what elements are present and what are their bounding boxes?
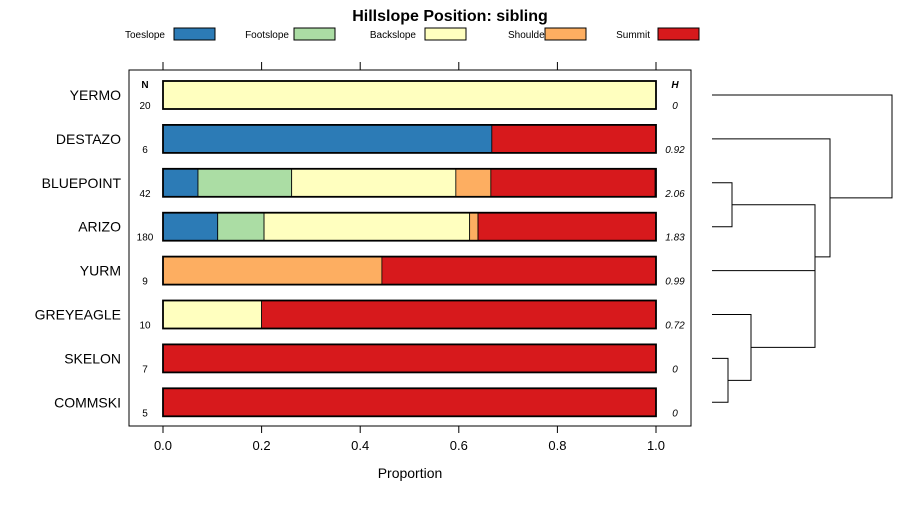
row-label: BLUEPOINT (42, 175, 122, 191)
row-label: ARIZO (78, 219, 121, 235)
bar-segment-footslope (217, 212, 265, 242)
row-greyeagle: GREYEAGLE 10 0.72 (35, 299, 685, 332)
bar-segment-shoulder (469, 212, 479, 242)
row-h-value: 0.92 (665, 145, 685, 156)
bar-segment-summit (261, 300, 657, 329)
row-n-value: 7 (142, 364, 148, 375)
dendrogram-branch (712, 182, 733, 228)
bar-outline (162, 343, 657, 374)
row-label: YURM (80, 263, 121, 279)
row-n-value: 20 (139, 101, 151, 112)
bar-segment-backslope (291, 168, 457, 198)
row-yurm: YURM 9 0.99 (80, 255, 685, 288)
bar-outline (162, 299, 657, 330)
n-column-header: N (141, 80, 148, 91)
legend-swatch-shoulder (544, 27, 587, 41)
dendrogram-branch (712, 270, 816, 348)
dendrogram-branch (712, 357, 729, 403)
row-label: YERMO (70, 87, 121, 103)
dendrogram-branch (712, 94, 893, 199)
bar-segment-toeslope (162, 124, 493, 154)
chart-title: Hillslope Position: sibling (352, 8, 548, 25)
x-axis: 0.0 0.2 0.4 0.6 0.8 1.0 (154, 426, 665, 453)
bar-rows: YERMO 20 0 DESTAZO 6 0.92 BLUEPOINT 42 2.06 ARIZO… (35, 80, 685, 419)
bar-outline (162, 211, 657, 242)
row-skelon: SKELON 7 0 (64, 343, 678, 375)
x-tick-label: 0.6 (450, 438, 468, 453)
bar-segment-toeslope (162, 212, 219, 242)
bar-segment-summit (162, 343, 657, 373)
bar-segment-shoulder (162, 256, 383, 286)
bar-segment-toeslope (162, 168, 199, 198)
x-tick-label: 0.0 (154, 438, 172, 453)
row-arizo: ARIZO 180 1.83 (78, 211, 685, 244)
row-n-value: 42 (139, 189, 151, 200)
row-commski: COMMSKI 5 0 (54, 387, 678, 419)
h-column-header: H (671, 80, 679, 91)
legend-label-backslope: Backslope (370, 30, 417, 41)
dendrogram-branch (712, 138, 831, 258)
x-tick-label: 0.8 (548, 438, 566, 453)
row-bluepoint: BLUEPOINT 42 2.06 (42, 167, 685, 200)
legend-swatch-backslope (424, 27, 467, 41)
row-n-value: 5 (142, 408, 148, 419)
bar-outline (162, 387, 657, 418)
row-n-value: 180 (137, 233, 154, 244)
row-h-value: 0 (672, 408, 678, 419)
row-label: GREYEAGLE (35, 307, 121, 323)
bar-segment-summit (381, 256, 657, 286)
row-h-value: 0 (672, 101, 678, 112)
x-tick-label: 1.0 (647, 438, 665, 453)
row-yermo: YERMO 20 0 (70, 80, 678, 112)
bar-outline (162, 167, 657, 198)
plot-frame (128, 69, 692, 427)
legend-swatch-footslope (293, 27, 336, 41)
row-label: DESTAZO (56, 131, 121, 147)
dendrogram (712, 94, 893, 403)
bar-segment-shoulder (455, 168, 492, 198)
bar-outline (162, 124, 657, 154)
legend-label-toeslope: Toeslope (125, 30, 165, 41)
row-h-value: 0.72 (665, 321, 685, 332)
row-h-value: 2.06 (664, 189, 685, 200)
top-axis-ticks (162, 62, 657, 70)
x-axis-label: Proportion (378, 465, 443, 481)
row-n-value: 6 (142, 145, 148, 156)
row-n-value: 10 (139, 321, 151, 332)
row-h-value: 1.83 (665, 233, 685, 244)
legend-label-footslope: Footslope (245, 30, 289, 41)
dendrogram-branch (712, 314, 752, 381)
legend-swatch-toeslope (173, 27, 216, 41)
bar-segment-summit (490, 168, 656, 198)
legend: Toeslope Footslope Backslope Shoulder Summit (125, 27, 700, 41)
bar-segment-summit (162, 387, 657, 417)
dendrogram-branch (732, 204, 816, 310)
row-destazo: DESTAZO 6 0.92 (56, 124, 685, 156)
bar-segment-footslope (197, 168, 293, 198)
legend-label-summit: Summit (616, 30, 650, 41)
bar-segment-summit (491, 124, 657, 154)
legend-swatch-summit (657, 27, 700, 41)
bar-outline (162, 255, 657, 286)
bar-segment-backslope (162, 80, 657, 110)
row-label: SKELON (64, 350, 121, 366)
row-n-value: 9 (142, 277, 148, 288)
row-label: COMMSKI (54, 394, 121, 410)
row-h-value: 0 (672, 364, 678, 375)
bar-segment-backslope (263, 212, 471, 242)
row-h-value: 0.99 (665, 277, 685, 288)
x-tick-label: 0.2 (253, 438, 271, 453)
x-tick-label: 0.4 (351, 438, 369, 453)
bar-segment-summit (477, 212, 657, 242)
bar-outline (162, 80, 657, 110)
bar-segment-backslope (162, 300, 262, 329)
legend-label-shoulder: Shoulder (508, 30, 549, 41)
